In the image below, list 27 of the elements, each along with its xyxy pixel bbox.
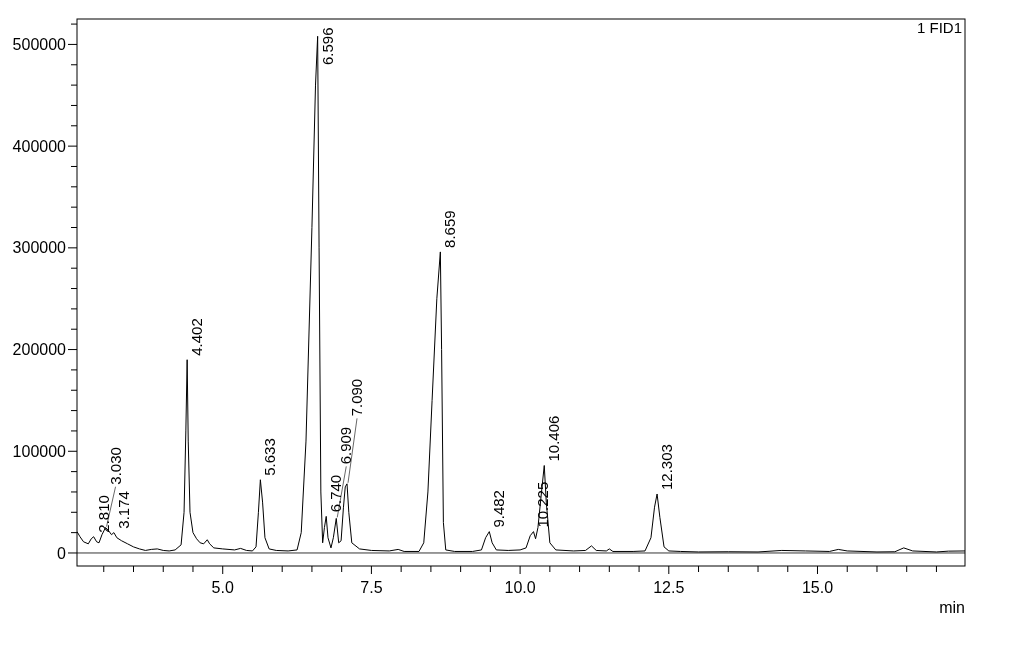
y-tick-label: 400000 — [12, 137, 67, 155]
annotation: 6.596 — [318, 27, 336, 65]
annotation: 3.174 — [114, 491, 132, 529]
annotation: 9.482 — [490, 490, 508, 528]
y-tick-label: 100000 — [12, 442, 67, 460]
x-tick-label: 7.5 — [360, 579, 383, 596]
annotation: 4.402 — [188, 318, 206, 356]
annotation: 12.303 — [658, 444, 676, 490]
x-tick-label: 10.0 — [504, 579, 536, 596]
y-tick-label: 500000 — [12, 36, 67, 54]
annotation: 3.030 — [106, 447, 124, 485]
y-tick-label: 0 — [57, 544, 67, 562]
annotation: 7.090 — [348, 378, 366, 417]
annotation: 6.909 — [337, 426, 355, 465]
annotation: 10.225 — [534, 481, 552, 528]
y-tick-label: 200000 — [12, 341, 67, 359]
annotation: 2.810 — [94, 495, 112, 533]
annotation: 8.659 — [441, 210, 459, 248]
annotation: 1 FID1 — [916, 19, 962, 36]
x-tick-label: 15.0 — [801, 579, 834, 596]
x-tick-label: 12.5 — [653, 579, 685, 596]
x-tick-label: 5.0 — [211, 579, 234, 596]
annotation: 6.740 — [327, 474, 345, 513]
y-tick-label: 300000 — [12, 239, 67, 257]
x-axis-title: min — [939, 599, 965, 616]
annotation: 10.406 — [545, 415, 563, 462]
annotation: 5.633 — [261, 438, 279, 476]
